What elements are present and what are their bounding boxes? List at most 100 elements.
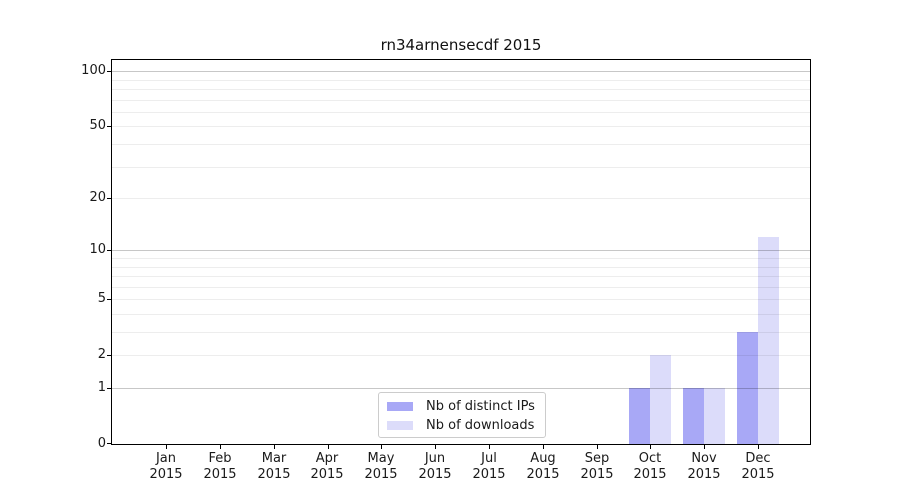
x-tick-mark [435, 445, 437, 449]
y-tick-mark [107, 355, 111, 357]
bar-nov-series0 [683, 388, 705, 444]
bar-nov-series1 [704, 388, 726, 444]
gridline-minor [112, 126, 810, 128]
x-tick-mark [596, 445, 598, 449]
legend-swatch [387, 402, 413, 411]
year-label: 2015 [418, 467, 452, 482]
gridline-major [112, 71, 810, 73]
bars-layer [112, 60, 810, 444]
year-label: 2015 [203, 467, 237, 482]
y-tick-mark [107, 443, 111, 444]
year-label: 2015 [580, 467, 614, 482]
x-tick-mark [758, 445, 759, 449]
y-tick-mark [107, 388, 111, 389]
gridline-minor [112, 198, 810, 200]
axis-ticks-layer [107, 60, 810, 449]
month-label: Nov [691, 451, 717, 466]
plot-area [107, 59, 811, 449]
gridline-major [112, 250, 810, 252]
bar-oct-series1 [650, 355, 672, 444]
gridline-minor [112, 111, 810, 113]
gridline-minor [112, 166, 810, 168]
y-tick-mark [107, 126, 111, 128]
month-label: Feb [208, 451, 232, 466]
chart-title: rn34arnensecdf 2015 [380, 36, 542, 54]
y-tick-label: 50 [89, 118, 106, 133]
x-tick-mark [650, 445, 652, 449]
y-tick-label: 2 [97, 347, 106, 362]
y-tick-label: 20 [89, 190, 106, 205]
grid-layer [112, 60, 810, 444]
year-label: 2015 [741, 467, 775, 482]
month-label: Jun [424, 451, 446, 466]
legend: Nb of distinct IPs Nb of downloads [378, 392, 546, 438]
year-label: 2015 [149, 467, 183, 482]
x-tick-label-oct: Oct 2015 [618, 451, 682, 483]
y-tick-mark [107, 71, 111, 73]
month-label: Dec [745, 451, 771, 466]
y-tick-mark [107, 198, 111, 200]
gridline-minor [112, 144, 810, 145]
y-tick-label: 5 [97, 291, 106, 306]
bar-dec-series0 [737, 332, 758, 444]
gridline-minor [112, 99, 810, 101]
month-label: Apr [315, 451, 339, 466]
gridline-minor [112, 299, 810, 301]
gridline-minor [112, 286, 810, 288]
x-tick-mark [488, 445, 490, 449]
x-tick-mark [166, 445, 167, 449]
y-tick-label: 10 [89, 242, 106, 257]
y-tick-label: 0 [97, 436, 106, 451]
year-label: 2015 [633, 467, 667, 482]
year-label: 2015 [310, 467, 344, 482]
x-tick-mark [542, 445, 544, 449]
year-label: 2015 [526, 467, 560, 482]
gridline-minor [112, 89, 810, 90]
x-tick-label-aug: Aug 2015 [511, 451, 575, 483]
month-label: Oct [638, 451, 662, 466]
legend-swatch [387, 421, 413, 430]
x-tick-label-jun: Jun 2015 [403, 451, 467, 483]
gridline-minor [112, 332, 810, 333]
x-tick-mark [273, 445, 275, 449]
legend-row: Nb of distinct IPs [379, 397, 545, 416]
month-label: May [367, 451, 395, 466]
x-tick-mark [381, 445, 383, 449]
gridline-minor [112, 266, 810, 268]
year-label: 2015 [472, 467, 506, 482]
month-label: Mar [261, 451, 287, 466]
x-tick-label-may: May 2015 [349, 451, 413, 483]
legend-label: Nb of downloads [426, 418, 535, 433]
gridline-minor [112, 79, 810, 81]
x-tick-mark [704, 445, 706, 449]
x-tick-mark [327, 445, 329, 449]
gridline-minor [112, 314, 810, 315]
year-label: 2015 [257, 467, 291, 482]
x-tick-label-jan: Jan 2015 [134, 451, 198, 483]
month-label: Aug [530, 451, 556, 466]
legend-label: Nb of distinct IPs [426, 399, 535, 414]
gridline-major [112, 388, 810, 389]
x-tick-label-dec: Dec 2015 [726, 451, 790, 483]
x-tick-label-jul: Jul 2015 [457, 451, 521, 483]
month-label: Jan [155, 451, 177, 466]
month-label: Sep [584, 451, 610, 466]
y-tick-label: 100 [81, 63, 106, 78]
bar-oct-series0 [629, 388, 651, 444]
y-tick-label: 1 [97, 380, 106, 395]
year-label: 2015 [364, 467, 398, 482]
y-tick-mark [107, 250, 111, 252]
legend-row: Nb of downloads [379, 416, 545, 435]
x-tick-label-feb: Feb 2015 [188, 451, 252, 483]
gridline-minor [112, 276, 810, 277]
y-tick-mark [107, 299, 111, 301]
gridline-minor [112, 258, 810, 259]
x-tick-label-apr: Apr 2015 [295, 451, 359, 483]
bar-dec-series1 [758, 236, 779, 444]
month-label: Jul [481, 451, 497, 466]
year-label: 2015 [687, 467, 721, 482]
x-tick-mark [219, 445, 221, 449]
x-tick-label-nov: Nov 2015 [672, 451, 736, 483]
gridline-minor [112, 355, 810, 357]
